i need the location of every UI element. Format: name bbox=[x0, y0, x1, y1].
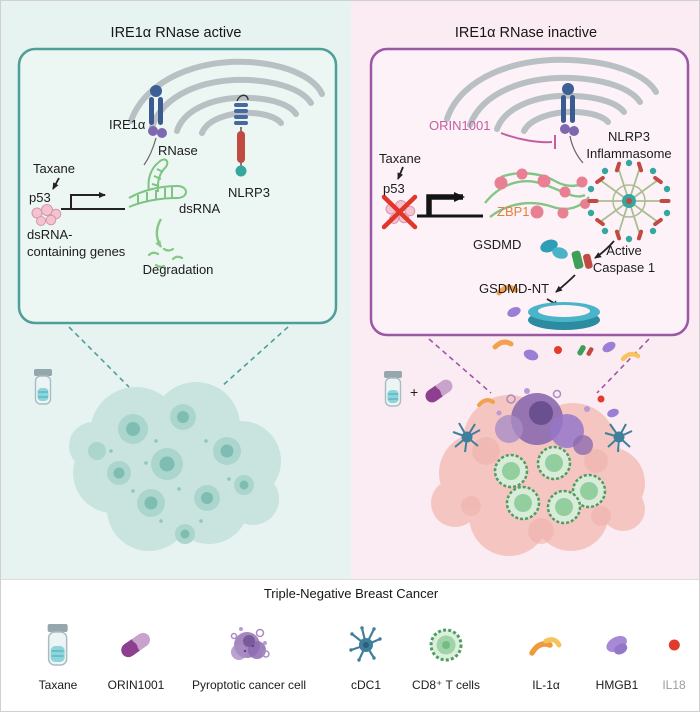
p53-protein-icon bbox=[31, 204, 62, 226]
gsdmd-protein-icon bbox=[540, 239, 568, 259]
legend-title: Triple-Negative Breast Cancer bbox=[263, 586, 439, 601]
ire1a-receptor-icon bbox=[560, 83, 584, 164]
legend-item-pyroptotic-cell: Pyroptotic cancer cell bbox=[192, 616, 306, 692]
cytokines-extracellular-icons bbox=[492, 339, 641, 362]
nlrp3-label: NLRP3 bbox=[228, 185, 270, 200]
panel-rnase-active: IRE1α RNase active IRE1α RNase Taxane p5… bbox=[1, 1, 351, 579]
legend-label: Pyroptotic cancer cell bbox=[191, 678, 307, 692]
legend-label: cDC1 bbox=[350, 678, 381, 692]
legend-label: Taxane bbox=[38, 678, 78, 692]
legend-item-hmgb1: HMGB1 bbox=[595, 616, 639, 692]
taxane-label: Taxane bbox=[33, 161, 75, 176]
legend-item-il1a: IL-1α bbox=[526, 616, 566, 692]
p53-cross-out-icon bbox=[381, 194, 418, 230]
nlrp3-protein-icon bbox=[234, 94, 249, 177]
orin1001-inhibition-line bbox=[500, 132, 556, 149]
legend-item-il18: IL18 bbox=[662, 616, 686, 692]
legend-label: CD8⁺ T cells bbox=[412, 678, 480, 692]
cytokines-released-icons bbox=[496, 285, 521, 318]
legend-label: ORIN1001 bbox=[107, 678, 165, 692]
tumor-cytokine-icons bbox=[477, 395, 619, 418]
right-panel-title: IRE1α RNase inactive bbox=[454, 25, 598, 41]
zbp1-complex-icon bbox=[484, 168, 590, 219]
active-caspase1-label: Active Caspase 1 bbox=[592, 243, 656, 275]
pyroptotic-cancer-cell-icon bbox=[225, 616, 273, 674]
il18-cytokine-icon bbox=[664, 616, 684, 674]
legend-item-cdc1: cDC1 bbox=[344, 616, 388, 692]
legend-item-taxane: Taxane bbox=[38, 616, 78, 692]
tumor-inactive-graphic bbox=[431, 388, 645, 556]
degradation-arrow bbox=[155, 218, 163, 248]
orin1001-pill-icon bbox=[425, 379, 453, 403]
legend: Triple-Negative Breast Cancer Taxane bbox=[1, 579, 699, 711]
degradation-label: Degradation bbox=[142, 262, 214, 277]
left-panel-title: IRE1α RNase active bbox=[110, 25, 242, 41]
orin1001-pill-icon bbox=[114, 616, 158, 674]
legend-item-cd8-t-cells: CD8⁺ T cells bbox=[412, 616, 480, 692]
nlrp3-inflammasome-label: NLRP3 Inflammasome bbox=[586, 129, 672, 161]
taxane-vial-icon bbox=[34, 369, 52, 405]
gsdmd-nt-label: GSDMD-NT bbox=[479, 281, 550, 296]
p53-label: p53 bbox=[29, 190, 51, 205]
taxane-vial-icon bbox=[384, 371, 402, 407]
legend-item-orin1001: ORIN1001 bbox=[107, 616, 165, 692]
gsdmd-label: GSDMD bbox=[473, 237, 522, 252]
hmgb1-protein-icon bbox=[597, 616, 637, 674]
gsdmd-nt-pore-icon bbox=[528, 302, 600, 330]
active-panel-graphics bbox=[17, 47, 338, 551]
taxane-label: Taxane bbox=[379, 151, 421, 166]
zoom-projection-lines-active bbox=[68, 326, 289, 388]
active-caspase1-icon bbox=[571, 250, 593, 270]
ire1a-receptor-icon bbox=[143, 85, 167, 166]
cd8-t-cells-icon bbox=[493, 445, 607, 525]
zoom-projection-lines-inactive bbox=[428, 338, 650, 394]
legend-label: HMGB1 bbox=[595, 678, 639, 692]
endoplasmic-reticulum-icon bbox=[444, 56, 659, 134]
dsrna-molecule-icon bbox=[128, 158, 187, 208]
legend-label: IL-1α bbox=[532, 678, 560, 692]
taxane-to-p53-arrow bbox=[397, 166, 404, 180]
dsrna-genes-label: dsRNA- containing genes bbox=[27, 227, 126, 259]
ire1a-label: IRE1α bbox=[109, 117, 146, 132]
caspase-to-gsdmdnt-arrow bbox=[555, 274, 576, 293]
cdc1-dendritic-cell-icon bbox=[344, 616, 388, 674]
taxane-vial-icon bbox=[44, 616, 72, 674]
tumor-active-graphic bbox=[69, 382, 281, 551]
inactive-panel-graphics bbox=[369, 47, 690, 556]
inflammasome-to-caspase-arrow bbox=[594, 240, 615, 259]
dsrna-label: dsRNA bbox=[179, 201, 221, 216]
cdc1-cell-icon bbox=[452, 422, 481, 453]
orin1001-label: ORIN1001 bbox=[429, 118, 491, 133]
pyroptotic-cells-icon bbox=[495, 388, 593, 455]
legend-label: IL18 bbox=[662, 678, 686, 692]
gene-promoter-arrow-bold bbox=[417, 192, 483, 218]
rnase-label: RNase bbox=[158, 143, 198, 158]
degradation-fragments-icon bbox=[147, 247, 184, 268]
zbp1-label: ZBP1 bbox=[497, 204, 530, 219]
taxane-to-p53-arrow bbox=[52, 177, 60, 190]
gene-promoter-arrow bbox=[61, 192, 125, 210]
il1a-cytokine-icon bbox=[526, 616, 566, 674]
nlrp3-inflammasome-icon bbox=[587, 159, 671, 243]
cd8-t-cell-icon bbox=[424, 616, 468, 674]
plus-sign: + bbox=[410, 384, 419, 400]
panel-rnase-inactive: IRE1α RNase inactive ORIN1001 NLRP3 Infl… bbox=[351, 1, 699, 579]
cdc1-cell-icon bbox=[604, 423, 633, 453]
p53-label: p53 bbox=[383, 181, 405, 196]
